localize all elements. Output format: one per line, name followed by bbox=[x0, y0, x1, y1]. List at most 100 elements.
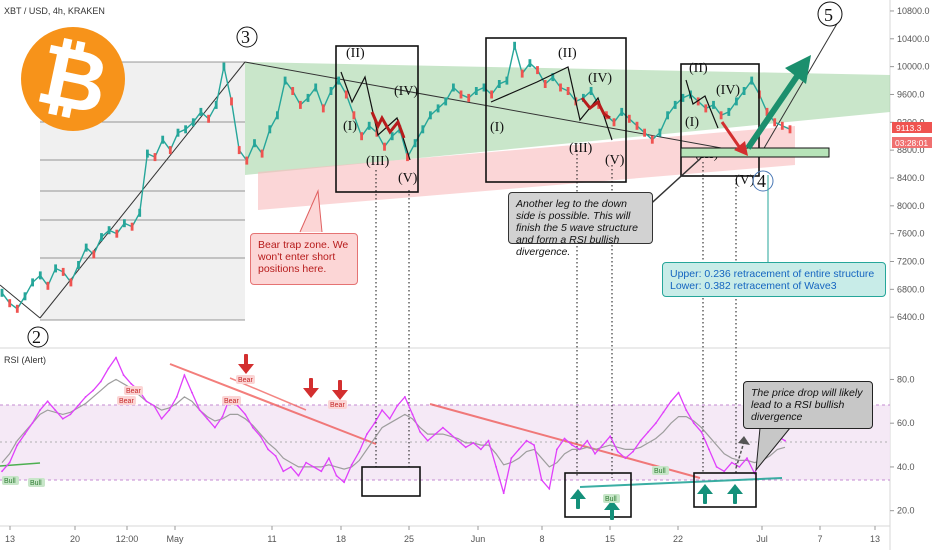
price-point bbox=[367, 121, 371, 130]
price-point bbox=[482, 83, 486, 92]
price-point bbox=[429, 111, 432, 120]
wave-red-leg-1 bbox=[370, 111, 406, 139]
rsi-point bbox=[396, 404, 399, 407]
rsi-point bbox=[16, 444, 19, 446]
wave-label-i-3: (I) bbox=[685, 115, 699, 130]
price-point bbox=[8, 299, 12, 308]
rsi-point bbox=[700, 431, 703, 433]
rsi-note-pointer bbox=[755, 427, 791, 472]
price-point bbox=[38, 271, 42, 280]
rsi-series-points bbox=[1, 356, 786, 495]
rsi-box-2[interactable] bbox=[564, 472, 632, 518]
price-tick-label: 7600.0 bbox=[897, 229, 925, 239]
rsi-trend-bull bbox=[579, 477, 783, 488]
wave-box-2[interactable] bbox=[485, 37, 627, 183]
price-point bbox=[390, 132, 394, 141]
rsi-point bbox=[252, 426, 254, 429]
rsi-point bbox=[594, 452, 596, 455]
wave-box-1[interactable] bbox=[335, 45, 419, 193]
rsi-trend-2 bbox=[429, 403, 701, 479]
wave-box-3[interactable] bbox=[680, 63, 760, 177]
timer-badge-value: 03:28:01 bbox=[895, 138, 928, 148]
rsi-point bbox=[122, 374, 125, 376]
rsi-point bbox=[343, 481, 345, 484]
wave-label-ii-2: (II) bbox=[558, 46, 577, 61]
wave-labels: (II) (I) (IV) (III) (V) (II) (I) (IV) (I… bbox=[343, 46, 755, 188]
bear-trap-note: Bear trap zone. We won't enter short pos… bbox=[250, 233, 358, 285]
svg-text:Bear: Bear bbox=[238, 377, 253, 384]
price-point bbox=[0, 288, 4, 297]
green-up-arrow-icon bbox=[785, 55, 811, 84]
trend-line-a[interactable] bbox=[0, 284, 41, 319]
rsi-point bbox=[525, 439, 528, 442]
rsi-point bbox=[510, 457, 513, 460]
rsi-axis-ticks: 20.0 40.0 60.0 80.0 bbox=[890, 374, 915, 516]
price-point bbox=[321, 104, 325, 113]
price-point bbox=[344, 90, 348, 99]
price-point bbox=[459, 90, 463, 99]
rsi-box-1[interactable] bbox=[361, 466, 421, 497]
price-point bbox=[168, 146, 172, 155]
chart-title: XBT / USD, 4h, KRAKEN bbox=[4, 6, 105, 16]
rsi-bear-arrows bbox=[238, 354, 348, 400]
price-point bbox=[612, 118, 616, 127]
wave-label-ii-3: (II) bbox=[689, 61, 708, 76]
price-tick-label: 10800.0 bbox=[897, 6, 930, 16]
wave-label-iv-3: (IV) bbox=[716, 83, 740, 98]
svg-text:5: 5 bbox=[824, 5, 833, 25]
rsi-point bbox=[419, 431, 421, 433]
price-point bbox=[773, 118, 777, 127]
rsi-point bbox=[556, 448, 558, 451]
rsi-point bbox=[388, 417, 391, 420]
rsi-point bbox=[320, 470, 323, 473]
rsi-box-3[interactable] bbox=[693, 472, 757, 508]
svg-text:2: 2 bbox=[32, 327, 41, 347]
time-tick-label: 13 bbox=[870, 534, 880, 544]
price-point bbox=[650, 135, 654, 144]
price-point bbox=[360, 132, 363, 141]
rsi-point bbox=[92, 389, 95, 392]
price-point bbox=[559, 83, 562, 92]
svg-text:Bull: Bull bbox=[30, 480, 42, 487]
rsi-note: The price drop will likely lead to a RSI… bbox=[743, 381, 873, 429]
price-point bbox=[543, 80, 547, 88]
price-point bbox=[750, 76, 754, 85]
price-point bbox=[528, 59, 532, 68]
price-point bbox=[314, 83, 318, 92]
target-zone-box[interactable] bbox=[680, 147, 830, 158]
red-down-arrow-icon bbox=[734, 141, 748, 156]
trend-line-d[interactable] bbox=[759, 21, 839, 156]
rsi-point bbox=[464, 446, 467, 449]
rsi-series-line[interactable] bbox=[1, 356, 786, 494]
time-tick-label: Jul bbox=[756, 534, 768, 544]
price-point bbox=[54, 264, 57, 273]
price-point bbox=[696, 97, 700, 106]
price-point bbox=[513, 41, 516, 50]
rsi-point bbox=[31, 422, 34, 425]
price-point bbox=[536, 66, 539, 75]
major-wave-3: 3 bbox=[236, 26, 258, 48]
price-point bbox=[207, 114, 210, 123]
price-tick-label: 7200.0 bbox=[897, 256, 925, 266]
rsi-point bbox=[715, 466, 718, 468]
trend-line-c[interactable] bbox=[244, 61, 761, 156]
rsi-point bbox=[366, 433, 368, 435]
price-point bbox=[520, 69, 524, 78]
svg-text:Bear: Bear bbox=[119, 398, 134, 405]
rsi-point bbox=[259, 435, 262, 438]
rsi-point bbox=[685, 409, 688, 411]
svg-text:3: 3 bbox=[241, 27, 250, 47]
rsi-point bbox=[115, 356, 117, 359]
rsi-projection-head bbox=[738, 436, 750, 445]
price-point bbox=[635, 121, 639, 130]
rsi-point bbox=[533, 444, 535, 446]
bear-trap-text: Bear trap zone. We won't enter short pos… bbox=[258, 239, 349, 275]
rsi-point bbox=[1, 470, 3, 473]
price-point bbox=[742, 87, 746, 95]
price-point bbox=[383, 142, 386, 151]
rsi-point bbox=[191, 391, 193, 394]
price-point bbox=[452, 83, 455, 92]
rsi-point bbox=[616, 450, 619, 453]
